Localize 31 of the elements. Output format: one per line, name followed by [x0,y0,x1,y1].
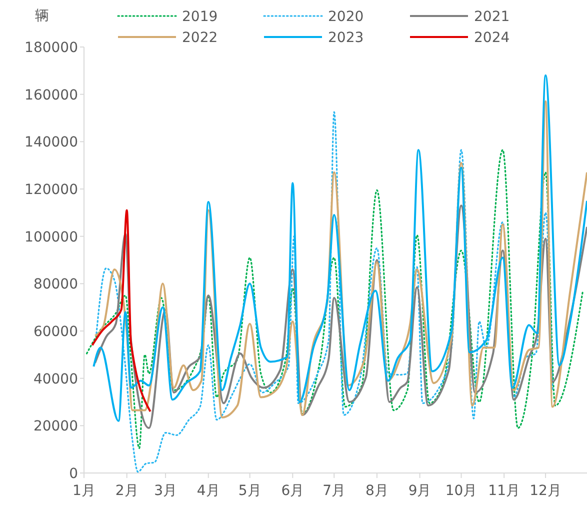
y-tick-label: 60000 [33,324,78,340]
x-tick-label: 8月 [365,483,388,499]
y-axis-title: 辆 [35,8,49,24]
y-tick-label: 80000 [33,276,78,293]
legend-label: 2024 [474,30,510,46]
y-tick-label: 140000 [24,134,78,151]
x-tick-label: 3月 [154,483,177,499]
y-tick-label: 180000 [24,40,78,56]
x-tick-label: 5月 [238,483,262,499]
x-tick-label: 2月 [115,483,138,499]
x-tick-label: 4月 [196,483,220,499]
y-tick-label: 20000 [33,418,78,435]
x-tick-label: 9月 [408,483,432,499]
y-tick-label: 100000 [24,229,78,246]
y-tick-label: 40000 [33,371,78,388]
line-series [86,149,584,449]
x-tick-label: 6月 [281,483,304,499]
x-tick-label: 7月 [322,483,346,499]
x-tick-label: 1月 [72,483,96,499]
y-tick-label: 160000 [24,87,78,104]
legend-label: 2021 [474,9,510,25]
x-tick-label: 12月 [530,483,562,499]
x-tick-label: 10月 [445,483,478,499]
y-tick-label: 120000 [24,182,78,198]
legend-label: 2020 [328,9,364,25]
y-tick-label: 0 [69,466,78,482]
x-tick-label: 11月 [488,483,520,499]
line-series [91,209,152,412]
legend-label: 2023 [328,30,364,46]
legend-label: 2022 [182,30,218,46]
legend-label: 2019 [182,9,218,25]
